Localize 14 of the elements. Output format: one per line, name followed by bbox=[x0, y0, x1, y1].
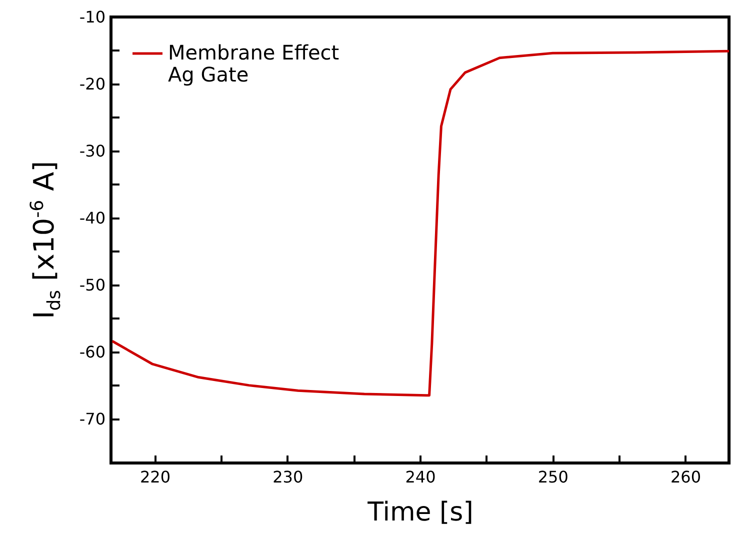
x-tick-label: 240 bbox=[405, 468, 436, 486]
y-tick-label: -50 bbox=[79, 275, 106, 294]
y-tick-label: -40 bbox=[79, 208, 106, 228]
x-tick-label: 220 bbox=[140, 468, 171, 486]
y-tick-label: -70 bbox=[79, 409, 106, 428]
x-tick-label: 250 bbox=[538, 468, 568, 486]
x-tick-label: 230 bbox=[272, 468, 304, 486]
y-tick-label: -60 bbox=[79, 342, 106, 362]
legend-label: Membrane Effect Ag Gate bbox=[168, 40, 340, 86]
x-axis-title: Time [s] bbox=[366, 498, 474, 528]
y-tick-label: -10 bbox=[79, 8, 106, 26]
x-tick-label: 260 bbox=[670, 468, 702, 486]
y-tick-label: -20 bbox=[79, 74, 106, 94]
y-tick-label: -30 bbox=[79, 141, 106, 160]
